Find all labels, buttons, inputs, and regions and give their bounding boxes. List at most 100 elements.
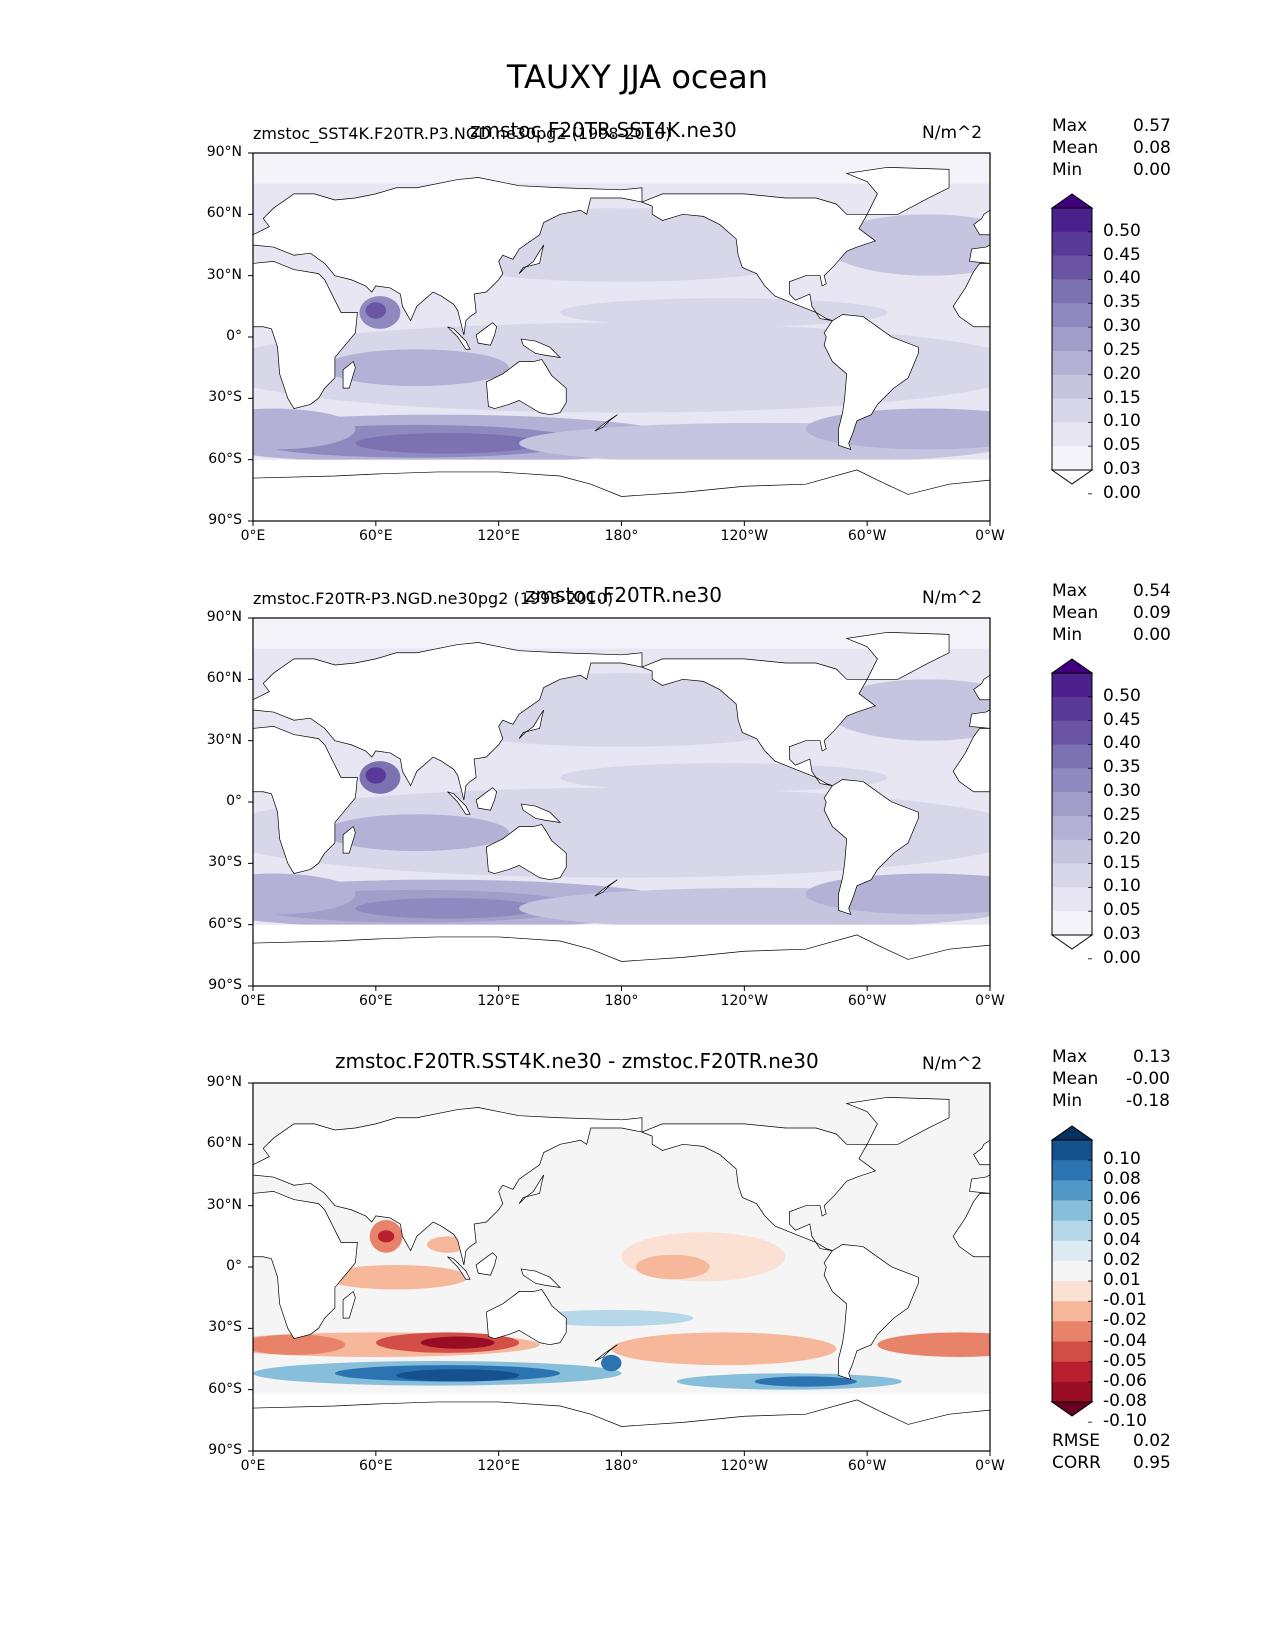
land-australia xyxy=(486,359,567,416)
panel3-colorbar-label: -0.04 xyxy=(1103,1330,1147,1351)
panel2-center-title: zmstoc.F20TR.ne30 xyxy=(525,583,722,607)
land-madagascar xyxy=(342,1290,356,1319)
panel1-xtick-label: 0°W xyxy=(975,528,1005,544)
colorbar-block xyxy=(1052,279,1092,304)
panel3-colorbar-label: 0.08 xyxy=(1103,1169,1141,1190)
panel1-frame xyxy=(252,152,991,522)
field-contour xyxy=(253,787,990,878)
panel2-colorbar-label: 0.03 xyxy=(1103,924,1141,944)
land-eurasia xyxy=(253,1107,643,1266)
panel2-stat-label-max: Max xyxy=(1052,581,1088,601)
land-africaW xyxy=(952,728,990,793)
land-madagascar xyxy=(342,825,356,854)
land-southAm xyxy=(823,1244,919,1380)
panel2-xtick-label: 180° xyxy=(604,993,639,1009)
colorbar-block xyxy=(1052,1301,1092,1322)
colorbar-block xyxy=(1052,815,1092,841)
land-northAm xyxy=(641,1123,877,1251)
panel1-colorbar-label: 0.30 xyxy=(1103,316,1141,337)
colorbar-block xyxy=(1052,327,1092,352)
panel2-colorbar-label: 0.00 xyxy=(1103,947,1141,968)
land-africa xyxy=(253,260,358,409)
panel1-colorbar-label: 0.10 xyxy=(1103,411,1141,432)
panel1-ytick-label: 30°S xyxy=(208,389,242,406)
land-africa xyxy=(253,725,358,874)
colorbar-block xyxy=(1052,231,1092,257)
land-newguinea xyxy=(520,1268,562,1288)
panel3-stat-label-mean: Mean xyxy=(1052,1069,1099,1089)
panel1-colorbar-label: 0.50 xyxy=(1103,220,1141,241)
field-contour xyxy=(365,767,387,784)
field-contour xyxy=(377,1230,395,1243)
colorbar-outline xyxy=(1051,672,1093,936)
panel1-stat-value-mean: 0.08 xyxy=(1133,138,1171,158)
land-madagascar xyxy=(342,360,356,389)
panel3-ytick-label: 60°N xyxy=(206,1135,242,1152)
colorbar-outline xyxy=(1051,1139,1093,1403)
colorbar-block xyxy=(1052,1260,1092,1282)
colorbar-extend-min xyxy=(1050,469,1094,485)
land-borneo xyxy=(475,787,498,811)
panel2-frame xyxy=(252,617,991,987)
colorbar-block xyxy=(1052,1341,1092,1363)
colorbar-block xyxy=(1052,673,1092,698)
colorbar-block xyxy=(1052,1220,1092,1242)
land-antarctica xyxy=(253,1399,990,1451)
panel3-stat-value-max: 0.13 xyxy=(1133,1047,1171,1067)
land-nz xyxy=(594,879,618,897)
colorbar-block xyxy=(1052,1200,1092,1222)
colorbar-block xyxy=(1052,744,1092,769)
panel3-stat-label-min: Min xyxy=(1052,1091,1083,1111)
colorbar-block xyxy=(1052,1381,1092,1403)
panel3-xtick-label: 0°W xyxy=(975,1458,1005,1474)
panel2-xtick-label: 120°W xyxy=(720,993,769,1009)
land-sumatra xyxy=(447,791,471,815)
panel3-stat-value-mean: -0.00 xyxy=(1126,1069,1170,1089)
field-contour xyxy=(355,433,540,454)
panel2-stat-value-max: 0.54 xyxy=(1133,581,1171,601)
panel3-ytick-label: 30°S xyxy=(208,1319,242,1336)
land-eurasiaW xyxy=(969,209,990,264)
panel1-colorbar-label: 0.45 xyxy=(1103,244,1141,265)
land-newguinea xyxy=(520,803,562,823)
panel1-colorbar-label: 0.20 xyxy=(1103,363,1141,384)
panel2-colorbar xyxy=(1050,658,1094,960)
land-antarctica xyxy=(253,469,990,521)
panel3-metric-label-corr: CORR xyxy=(1052,1453,1101,1473)
colorbar-block xyxy=(1052,303,1092,328)
panel3-metric-value-rmse: 0.02 xyxy=(1133,1431,1171,1451)
panel3-colorbar-label: -0.02 xyxy=(1103,1310,1147,1331)
colorbar-block xyxy=(1052,374,1092,400)
colorbar-block xyxy=(1052,398,1092,423)
colorbar-block xyxy=(1052,1180,1092,1201)
panel3-colorbar-label: -0.10 xyxy=(1103,1411,1147,1432)
panel2-stat-value-mean: 0.09 xyxy=(1133,603,1171,623)
colorbar-block xyxy=(1052,350,1092,376)
colorbar-extend-min xyxy=(1050,934,1094,950)
colorbar-block xyxy=(1052,911,1092,936)
land-greenland xyxy=(845,631,950,680)
panel3-map xyxy=(253,1083,990,1451)
panel1-xtick-label: 0°E xyxy=(240,528,266,544)
panel3-ytick-label: 90°S xyxy=(208,1442,242,1458)
panel3-colorbar-label: 0.01 xyxy=(1103,1270,1141,1291)
colorbar-block xyxy=(1052,1240,1092,1262)
field-contour xyxy=(877,1332,990,1357)
panel3-colorbar-label: 0.05 xyxy=(1103,1209,1141,1230)
colorbar-block xyxy=(1052,768,1092,793)
panel1-map xyxy=(253,153,990,521)
colorbar-block xyxy=(1052,208,1092,233)
panel1-center-title: zmstoc.F20TR.SST4K.ne30 xyxy=(470,118,737,142)
panel2-colorbar-label: 0.10 xyxy=(1103,876,1141,897)
panel2-xtick-label: 120°E xyxy=(477,993,520,1009)
colorbar-block xyxy=(1052,887,1092,912)
field-contour xyxy=(826,214,990,276)
colorbar-block xyxy=(1052,1361,1092,1383)
panel3-colorbar-label: -0.05 xyxy=(1103,1350,1147,1371)
panel2-colorbar-label: 0.45 xyxy=(1103,709,1141,730)
panel2-xtick-label: 0°W xyxy=(975,993,1005,1009)
colorbar-block xyxy=(1052,1140,1092,1161)
panel1-ytick-label: 90°N xyxy=(206,144,242,160)
field-contour xyxy=(396,1369,520,1382)
panel3-xtick-label: 120°W xyxy=(720,1458,769,1474)
